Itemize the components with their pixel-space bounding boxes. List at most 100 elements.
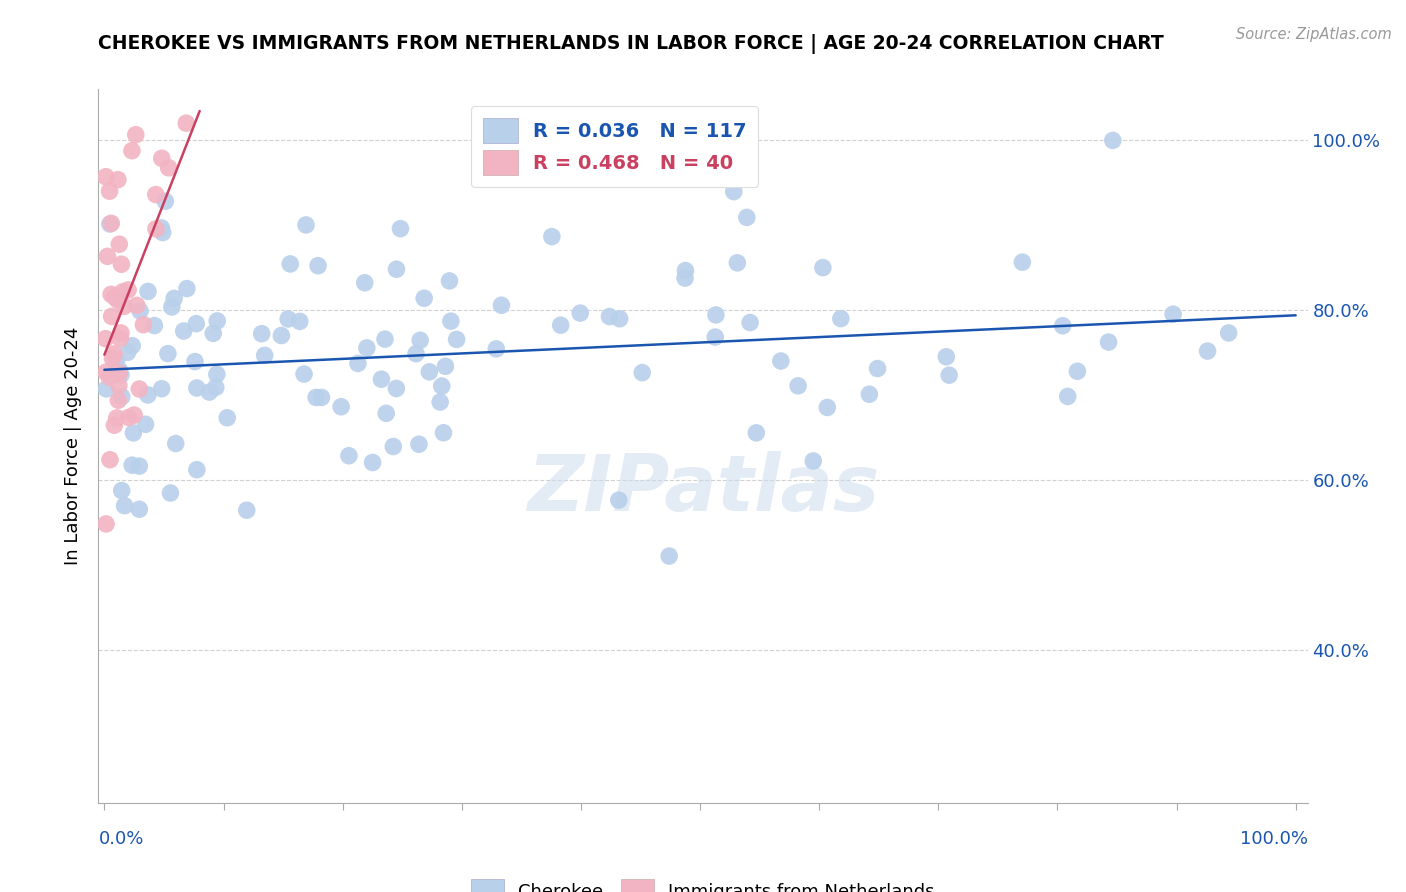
Point [152,226,174,240]
Point [108,363,131,377]
Point [184,354,207,368]
Point [114,499,136,513]
Point [110,257,132,271]
Point [1066,364,1088,378]
Point [186,317,208,331]
Point [107,362,129,376]
Point [598,310,620,324]
Point [94,365,117,379]
Point [723,185,745,199]
Point [811,260,834,275]
Point [673,271,696,285]
Point [430,379,453,393]
Point [128,502,150,516]
Point [128,459,150,474]
Point [186,463,208,477]
Point [110,326,132,340]
Point [145,222,167,236]
Point [295,218,318,232]
Point [103,418,125,433]
Point [104,290,127,304]
Point [1218,326,1240,340]
Point [136,388,159,402]
Point [385,381,408,395]
Point [111,285,134,299]
Point [292,367,315,381]
Point [100,310,122,324]
Point [129,304,152,318]
Point [413,291,436,305]
Point [704,308,727,322]
Point [491,298,513,312]
Point [446,332,468,346]
Point [94,332,117,346]
Point [117,283,139,297]
Point [205,368,228,382]
Point [132,318,155,332]
Point [540,229,562,244]
Point [121,339,143,353]
Point [207,314,229,328]
Point [353,276,375,290]
Point [347,356,370,370]
Point [337,449,360,463]
Point [1052,318,1074,333]
Point [307,259,329,273]
Point [253,348,276,362]
Point [108,363,131,377]
Point [108,378,131,392]
Point [375,406,398,420]
Point [111,483,134,498]
Point [1101,133,1123,147]
Point [356,341,378,355]
Point [111,390,134,404]
Point [418,365,440,379]
Point [801,454,824,468]
Point [125,298,148,312]
Point [938,368,960,383]
Point [607,493,630,508]
Point [145,187,167,202]
Point [122,408,145,422]
Point [374,332,396,346]
Point [155,194,177,209]
Text: CHEROKEE VS IMMIGRANTS FROM NETHERLANDS IN LABOR FORCE | AGE 20-24 CORRELATION C: CHEROKEE VS IMMIGRANTS FROM NETHERLANDS … [98,34,1164,54]
Point [98,184,121,198]
Point [156,346,179,360]
Point [631,366,654,380]
Point [105,353,128,368]
Point [163,292,186,306]
Point [117,345,139,359]
Legend: Cherokee, Immigrants from Netherlands: Cherokee, Immigrants from Netherlands [463,871,943,892]
Point [858,387,880,401]
Point [110,368,132,382]
Point [439,274,461,288]
Point [288,314,311,328]
Point [434,359,457,374]
Point [108,366,131,380]
Point [735,211,758,225]
Point [198,385,221,400]
Point [107,172,129,186]
Point [110,331,132,345]
Point [157,161,180,175]
Point [94,516,117,531]
Point [135,417,157,432]
Point [150,221,173,235]
Point [98,452,121,467]
Point [1197,344,1219,359]
Point [103,347,125,361]
Point [658,549,681,563]
Point [143,318,166,333]
Text: 0.0%: 0.0% [98,830,143,847]
Point [725,256,748,270]
Point [150,382,173,396]
Point [236,503,259,517]
Point [1056,389,1078,403]
Point [204,380,226,394]
Point [121,144,143,158]
Point [370,372,392,386]
Point [159,486,181,500]
Point [330,400,353,414]
Point [382,440,405,454]
